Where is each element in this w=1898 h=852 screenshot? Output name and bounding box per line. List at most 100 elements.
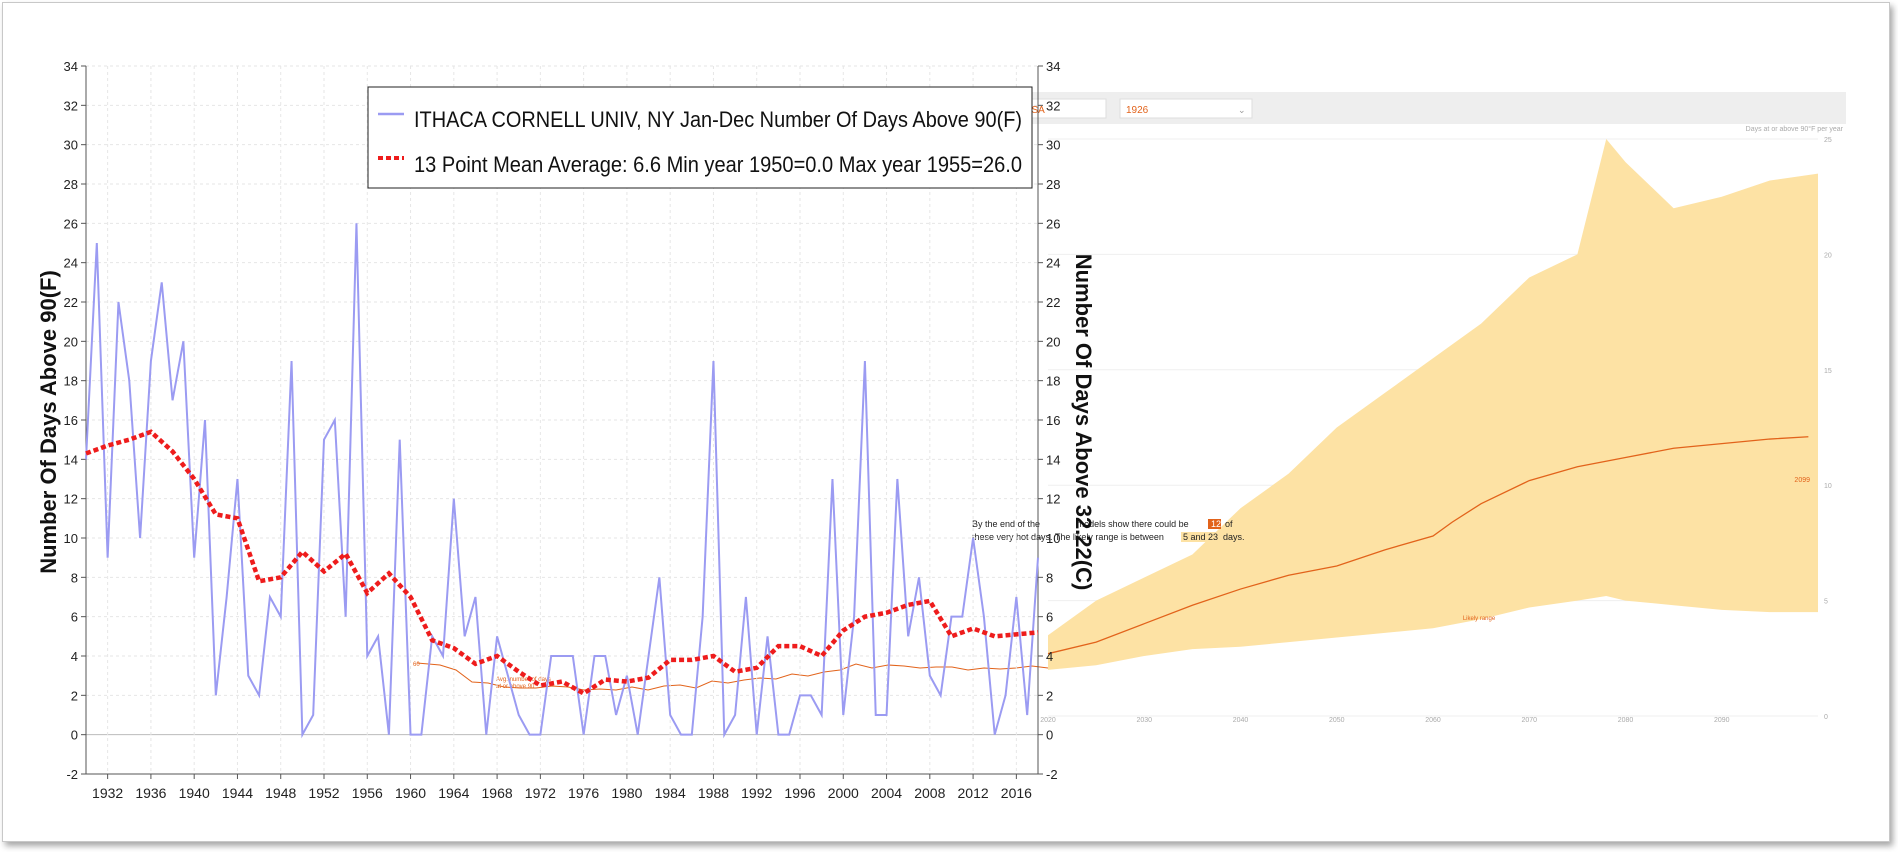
right-y-axis-label: Number Of Days Above 32.22(C) xyxy=(1071,254,1096,591)
projection-panel: ca, NY, USA 1926 ⌄ Days at or above 90°F… xyxy=(413,92,1846,724)
annotation-of: of xyxy=(1225,519,1233,529)
y-tick-label-right: 0 xyxy=(1046,728,1053,743)
y-tick-label-right: 10 xyxy=(1046,531,1060,546)
mean-series-line xyxy=(85,429,1039,696)
x-tick-label: 1984 xyxy=(655,785,686,801)
historical-x-ticks: 1932 1936 1940 1944 1948 1952 1956 1960 1964 1968… xyxy=(92,774,1032,801)
y-tick-label: 0 xyxy=(71,728,78,743)
x-tick-label: 1960 xyxy=(395,785,426,801)
legend: ITHACA CORNELL UNIV, NY Jan-Dec Number O… xyxy=(367,86,1033,189)
y-tick-label: 20 xyxy=(64,334,78,349)
y-tick-label: -2 xyxy=(66,767,78,782)
y-tick-label-right: 8 xyxy=(1046,570,1053,585)
end-year-label: 2099 xyxy=(1794,477,1810,484)
y-tick-label: 4 xyxy=(71,649,78,664)
y-tick-label: 26 xyxy=(64,216,78,231)
x-tick-label: 1956 xyxy=(352,785,383,801)
y-tick-label-right: 12 xyxy=(1046,492,1060,507)
x-tick-label: 1932 xyxy=(92,785,123,801)
x-tick-label: 2008 xyxy=(914,785,945,801)
y-tick-label-right: 30 xyxy=(1046,138,1060,153)
y-tick-label: 12 xyxy=(64,492,78,507)
x-tick-label: 1948 xyxy=(265,785,296,801)
likely-range-label: Likely range xyxy=(1463,616,1496,622)
x-tick-label: 1944 xyxy=(222,785,253,801)
hist-label-line1: Avg. number of days xyxy=(496,677,551,683)
annotation-value: 12 xyxy=(1211,519,1221,529)
x-tick-label: 1988 xyxy=(698,785,729,801)
y-tick-label-right: 34 xyxy=(1046,59,1060,74)
x-tick-label: 2000 xyxy=(828,785,859,801)
annotation-days: days. xyxy=(1223,532,1245,542)
y-tick-label: 28 xyxy=(64,177,78,192)
proj-x-tick-label: 2040 xyxy=(1233,717,1249,724)
y-tick-label: 8 xyxy=(71,570,78,585)
y-tick-label: 32 xyxy=(64,98,78,113)
y-tick-label: 6 xyxy=(71,610,78,625)
projection-y-ticks: 0 5 10 15 20 25 xyxy=(1824,137,1832,721)
y-tick-label: 16 xyxy=(64,413,78,428)
y-tick-label: 34 xyxy=(64,59,78,74)
x-tick-label: 2012 xyxy=(958,785,989,801)
y-tick-label-right: 20 xyxy=(1046,334,1060,349)
annotation-line2: these very hot days. The likely range is… xyxy=(972,532,1164,542)
y-tick-label-right: 32 xyxy=(1046,98,1060,113)
proj-y-tick-label: 15 xyxy=(1824,368,1832,375)
legend-entry-series: ITHACA CORNELL UNIV, NY Jan-Dec Number O… xyxy=(414,107,1022,132)
likely-range-band xyxy=(1048,139,1818,670)
projection-subtitle: Days at or above 90°F per year xyxy=(1746,125,1844,133)
annotation-value-box xyxy=(1208,519,1221,529)
y-tick-label: 30 xyxy=(64,138,78,153)
y-tick-label-right: 6 xyxy=(1046,610,1053,625)
y-tick-label: 24 xyxy=(64,256,78,271)
y-tick-label-right: 24 xyxy=(1046,256,1060,271)
y-tick-label-right: 16 xyxy=(1046,413,1060,428)
y-tick-label-right: 26 xyxy=(1046,216,1060,231)
y-tick-label-right: 18 xyxy=(1046,374,1060,389)
median-line xyxy=(1047,436,1809,655)
left-y-axis-label: Number Of Days Above 90(F) xyxy=(36,270,61,574)
x-tick-label: 1972 xyxy=(525,785,556,801)
x-tick-label: 2004 xyxy=(871,785,902,801)
days-above-90-line xyxy=(85,223,1039,739)
proj-y-tick-label: 20 xyxy=(1824,252,1832,259)
series-line xyxy=(85,223,1039,739)
projection-toolbar xyxy=(972,92,1846,124)
proj-y-tick-label: 0 xyxy=(1824,714,1828,721)
annotation-range-box xyxy=(1181,532,1219,542)
legend-box xyxy=(367,86,1033,189)
y-tick-label: 18 xyxy=(64,374,78,389)
x-tick-label: 1976 xyxy=(568,785,599,801)
mean-line xyxy=(85,429,1039,696)
year-select[interactable] xyxy=(1119,98,1253,119)
year-value: 1926 xyxy=(1126,105,1149,116)
proj-x-tick-label: 2060 xyxy=(1425,717,1441,724)
y-tick-label-right: 22 xyxy=(1046,295,1060,310)
legend-entry-mean: 13 Point Mean Average: 6.6 Min year 1950… xyxy=(414,152,1022,177)
x-tick-label: 1964 xyxy=(438,785,469,801)
proj-x-tick-label: 2070 xyxy=(1521,717,1537,724)
y-tick-label-right: 2 xyxy=(1046,688,1053,703)
proj-x-tick-label: 2080 xyxy=(1618,717,1634,724)
y-tick-label-right: 14 xyxy=(1046,452,1060,467)
annotation-line1: By the end of the models show there coul… xyxy=(972,519,1189,529)
y-tick-label: 2 xyxy=(71,688,78,703)
chevron-down-icon: ⌄ xyxy=(1238,105,1246,115)
annotation-range: 5 and 23 xyxy=(1183,532,1218,542)
proj-y-tick-label: 10 xyxy=(1824,483,1832,490)
proj-x-tick-label: 2090 xyxy=(1714,717,1730,724)
proj-y-tick-label: 25 xyxy=(1824,137,1832,144)
y-tick-label: 22 xyxy=(64,295,78,310)
median-series-line xyxy=(1047,436,1809,655)
hist-start-label: 60 xyxy=(413,662,420,668)
x-tick-label: 1940 xyxy=(179,785,210,801)
x-tick-label: 1996 xyxy=(784,785,815,801)
x-tick-label: 1980 xyxy=(611,785,642,801)
y-tick-label-right: -2 xyxy=(1046,767,1058,782)
y-tick-label: 14 xyxy=(64,452,78,467)
projection-x-ticks: 2020 2030 2040 2050 2060 2070 2080 2090 xyxy=(1040,717,1729,724)
